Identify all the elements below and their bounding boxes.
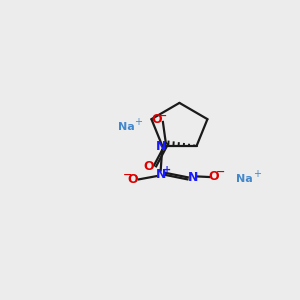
Text: N: N bbox=[188, 170, 198, 184]
Text: −: − bbox=[216, 167, 225, 177]
Text: Na: Na bbox=[118, 122, 134, 132]
Text: O: O bbox=[151, 113, 162, 126]
Text: N: N bbox=[155, 140, 166, 153]
Text: +: + bbox=[134, 117, 142, 127]
Text: −: − bbox=[158, 110, 167, 121]
Text: O: O bbox=[208, 170, 219, 183]
Text: O: O bbox=[128, 173, 138, 186]
Text: +: + bbox=[253, 169, 261, 179]
Text: N: N bbox=[155, 168, 166, 182]
Text: Na: Na bbox=[236, 174, 253, 184]
Text: −: − bbox=[122, 170, 132, 180]
Text: O: O bbox=[143, 160, 154, 173]
Text: +: + bbox=[163, 165, 171, 175]
